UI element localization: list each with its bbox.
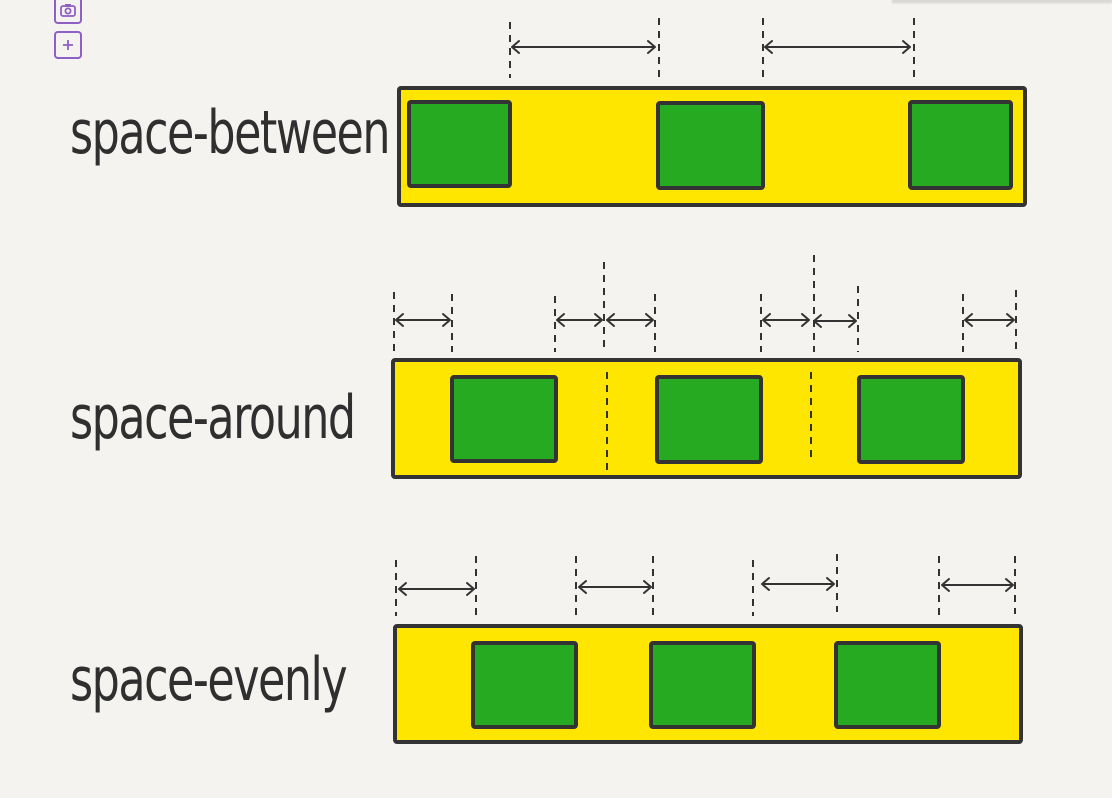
- plus-icon: [63, 40, 73, 50]
- item-box: [471, 641, 578, 729]
- add-button[interactable]: [54, 31, 82, 59]
- gap-arrow: [398, 582, 475, 596]
- gap-arrow: [556, 313, 603, 327]
- gap-arrow: [762, 313, 810, 327]
- gap-arrow: [761, 577, 835, 591]
- label-space-evenly: space-evenly: [70, 645, 348, 715]
- gap-arrow: [964, 313, 1015, 327]
- item-box: [908, 100, 1013, 190]
- item-box: [834, 641, 941, 729]
- screenshot-button[interactable]: [54, 0, 82, 24]
- item-box: [407, 100, 512, 188]
- gap-arrow: [813, 314, 857, 328]
- item-box: [649, 641, 756, 729]
- camera-icon: [60, 4, 76, 17]
- top-edge-shadow: [892, 0, 1112, 2]
- item-box: [857, 375, 965, 464]
- gap-arrow: [395, 313, 451, 327]
- label-space-around: space-around: [70, 383, 356, 453]
- label-space-between: space-between: [70, 98, 391, 168]
- gap-arrow: [941, 578, 1014, 592]
- gap-arrow: [764, 40, 911, 54]
- item-box: [656, 101, 765, 190]
- gap-arrow: [511, 40, 656, 54]
- gap-arrow: [606, 313, 654, 327]
- item-box: [450, 375, 558, 463]
- item-box: [655, 375, 763, 464]
- gap-arrow: [578, 580, 652, 594]
